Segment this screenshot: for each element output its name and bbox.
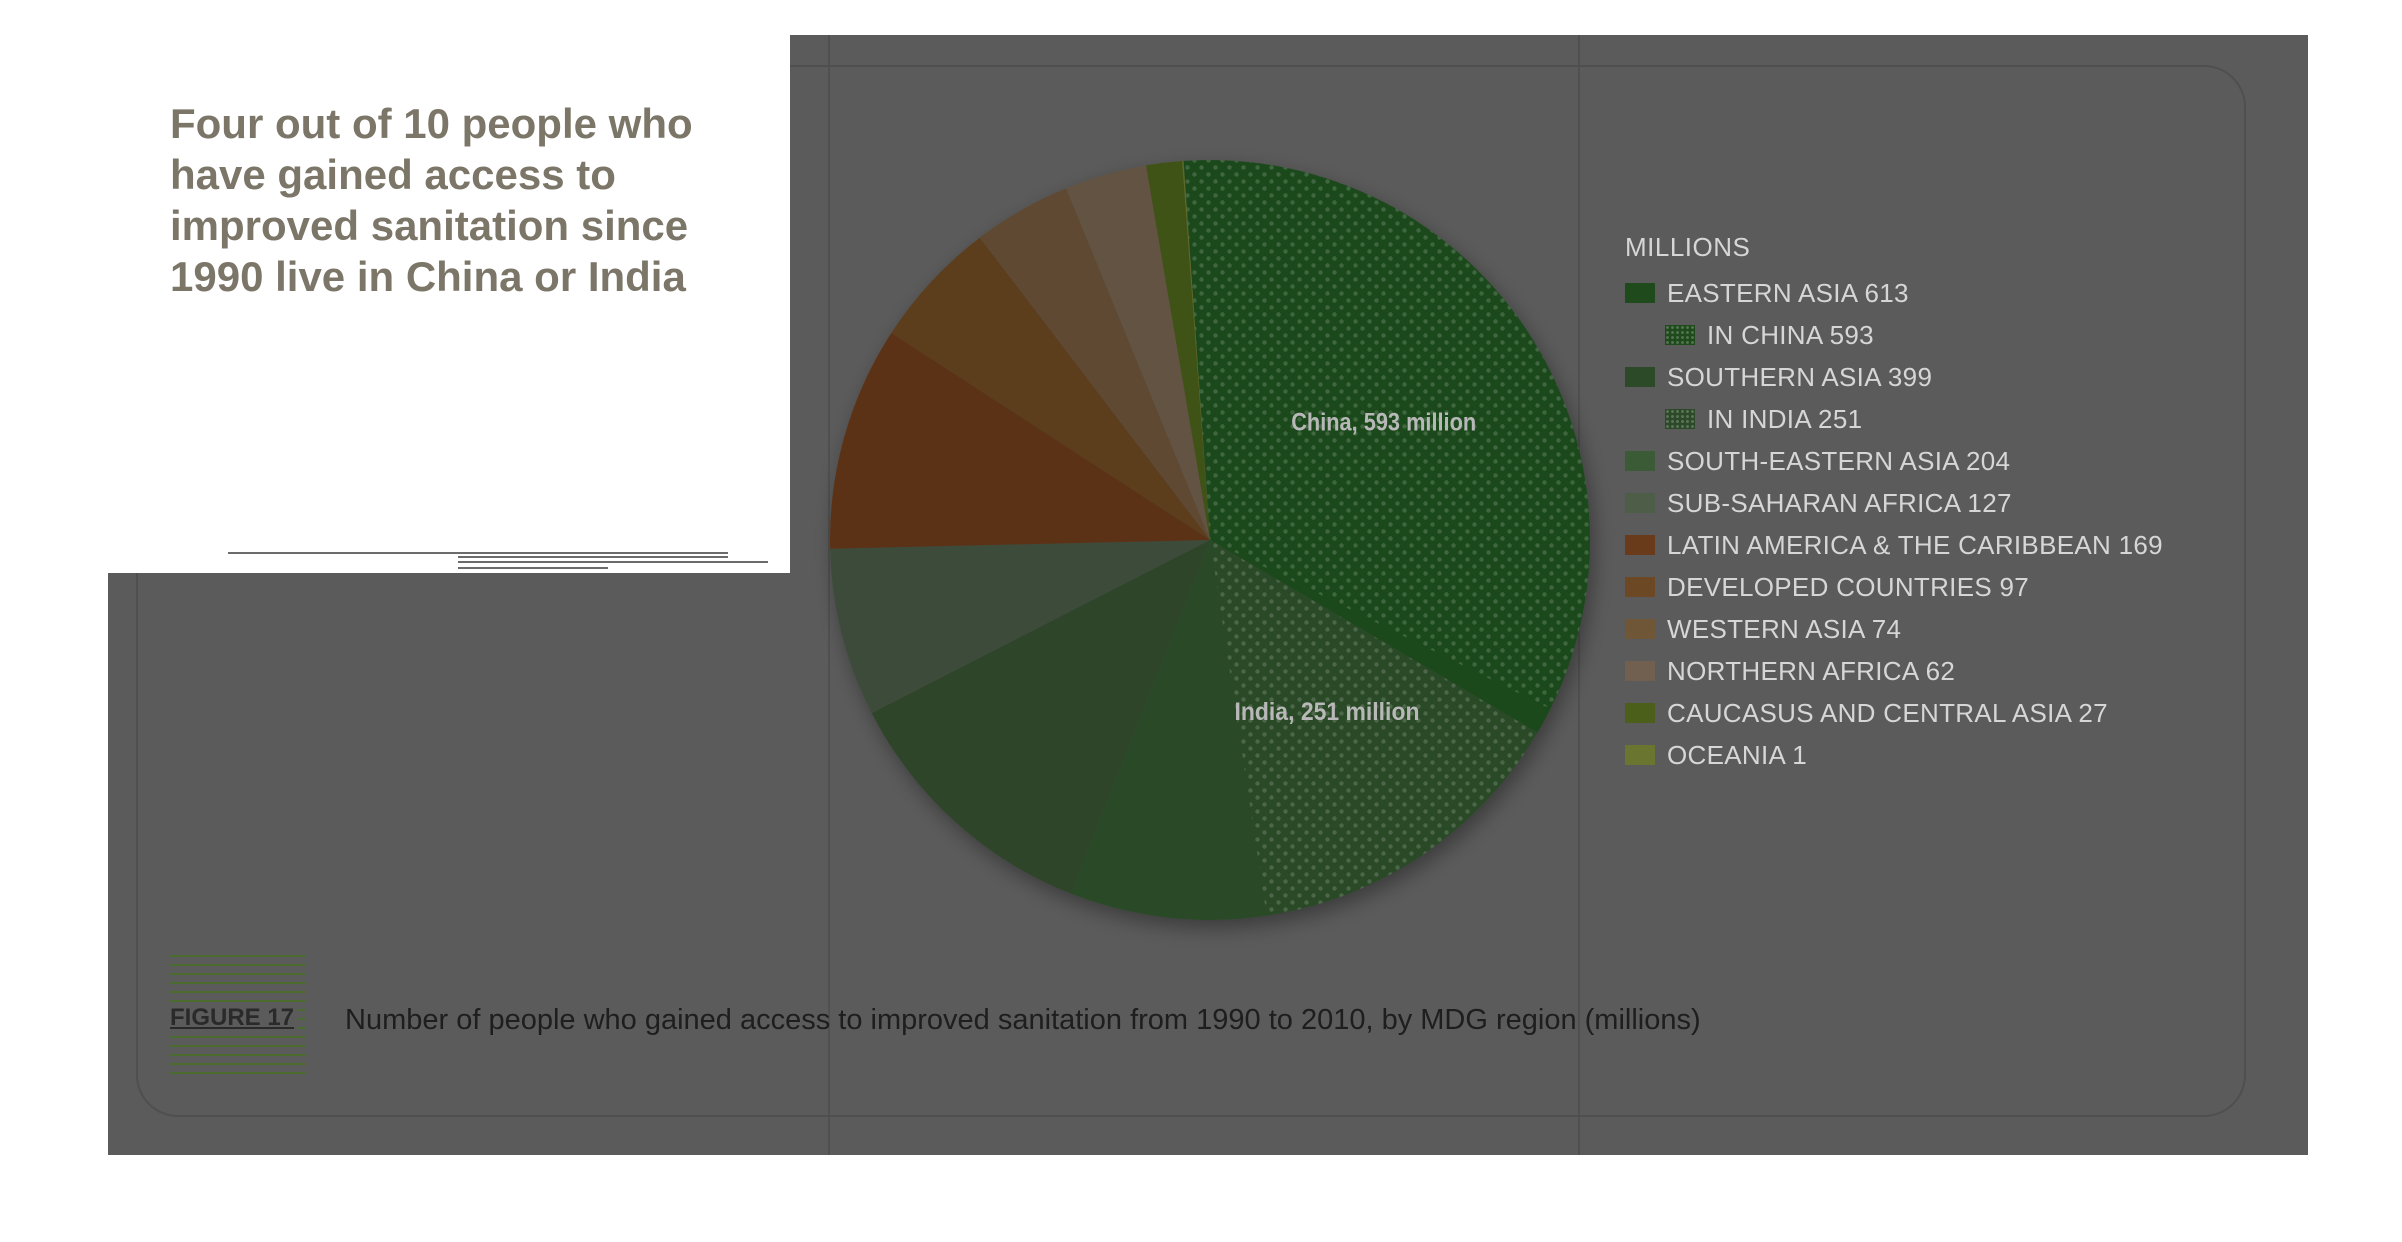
pie-slice-northern-africa xyxy=(1065,165,1210,541)
legend-label: CAUCASUS AND CENTRAL ASIA 27 xyxy=(1667,697,2108,728)
figure-stripe xyxy=(170,991,306,993)
figure-caption: Number of people who gained access to im… xyxy=(345,1004,1701,1036)
pie-subslice-in-china xyxy=(1183,160,1590,710)
legend-label: EASTERN ASIA 613 xyxy=(1667,277,1909,308)
legend-label: DEVELOPED COUNTRIES 97 xyxy=(1667,571,2030,602)
pie-slice-sub-saharan-africa xyxy=(830,540,1210,714)
legend-label: IN INDIA 251 xyxy=(1707,403,1863,434)
pie-chart: China, 593 million India, 251 million xyxy=(830,160,1590,920)
pie-slice-oceania xyxy=(1182,160,1210,540)
legend-label: IN CHINA 593 xyxy=(1707,319,1874,350)
legend-swatch xyxy=(1625,451,1655,471)
legend-item: CAUCASUS AND CENTRAL ASIA 27 xyxy=(1625,692,2305,734)
legend-swatch xyxy=(1625,367,1655,387)
pie-subslice-in-india xyxy=(1210,540,1538,916)
legend-swatch xyxy=(1665,409,1695,429)
legend-swatch xyxy=(1625,535,1655,555)
figure-label: FIGURE 17 xyxy=(170,1003,299,1033)
figure-badge: FIGURE 17 xyxy=(170,955,310,1080)
figure-stripe xyxy=(170,1072,306,1074)
legend-item: NORTHERN AFRICA 62 xyxy=(1625,650,2305,692)
legend-label: SUB-SAHARAN AFRICA 127 xyxy=(1667,487,2012,518)
legend-item: DEVELOPED COUNTRIES 97 xyxy=(1625,566,2305,608)
legend: MILLIONS EASTERN ASIA 613 IN CHINA 593 SOU… xyxy=(1625,230,2305,776)
figure-stripe xyxy=(170,1045,306,1047)
legend-item: WESTERN ASIA 74 xyxy=(1625,608,2305,650)
legend-swatch xyxy=(1625,703,1655,723)
pie-slice-latin-america-and-the-caribbean xyxy=(830,333,1210,549)
figure-stripe xyxy=(170,973,306,975)
pie-slice-south-eastern-asia xyxy=(871,540,1210,894)
legend-item: SOUTH-EASTERN ASIA 204 xyxy=(1625,440,2305,482)
headline: Four out of 10 people who have gained ac… xyxy=(170,100,693,300)
column-divider xyxy=(828,35,830,1155)
pie-slice-developed-countries xyxy=(891,237,1210,540)
legend-swatch xyxy=(1625,577,1655,597)
figure-stripe xyxy=(170,964,306,966)
figure-stripe xyxy=(170,1036,306,1038)
figure-frame xyxy=(136,65,2246,1117)
legend-item: OCEANIA 1 xyxy=(1625,734,2305,776)
figure-stripe xyxy=(170,1000,306,1002)
figure-stripe xyxy=(170,1054,306,1056)
legend-swatch xyxy=(1665,325,1695,345)
legend-label: WESTERN ASIA 74 xyxy=(1667,613,1902,644)
pie-annotation-in-india: India, 251 million xyxy=(1235,698,1420,726)
legend-label: SOUTH-EASTERN ASIA 204 xyxy=(1667,445,2011,476)
legend-label: SOUTHERN ASIA 399 xyxy=(1667,361,1933,392)
legend-item: IN CHINA 593 xyxy=(1625,314,2305,356)
legend-swatch xyxy=(1625,493,1655,513)
legend-swatch xyxy=(1625,619,1655,639)
legend-item: LATIN AMERICA & THE CARIBBEAN 169 xyxy=(1625,524,2305,566)
legend-label: NORTHERN AFRICA 62 xyxy=(1667,655,1956,686)
pie-slice-western-asia xyxy=(979,188,1210,541)
legend-swatch xyxy=(1625,661,1655,681)
legend-item: SUB-SAHARAN AFRICA 127 xyxy=(1625,482,2305,524)
figure-stripe xyxy=(170,955,306,957)
legend-item: SOUTHERN ASIA 399 xyxy=(1625,356,2305,398)
legend-label: LATIN AMERICA & THE CARIBBEAN 169 xyxy=(1667,529,2163,560)
legend-swatch xyxy=(1625,283,1655,303)
legend-swatch xyxy=(1625,745,1655,765)
figure-stripe xyxy=(170,982,306,984)
scan-lines xyxy=(228,548,788,574)
pie-slice-caucasus-and-central-asia xyxy=(1146,161,1210,540)
pie-annotation-in-china: China, 593 million xyxy=(1291,408,1476,436)
legend-item: IN INDIA 251 xyxy=(1625,398,2305,440)
legend-item: EASTERN ASIA 613 xyxy=(1625,272,2305,314)
figure-stripe xyxy=(170,1063,306,1065)
legend-label: OCEANIA 1 xyxy=(1667,739,1807,770)
legend-title: MILLIONS xyxy=(1625,232,1751,262)
headline-box xyxy=(108,35,790,573)
header-notch xyxy=(108,0,790,35)
